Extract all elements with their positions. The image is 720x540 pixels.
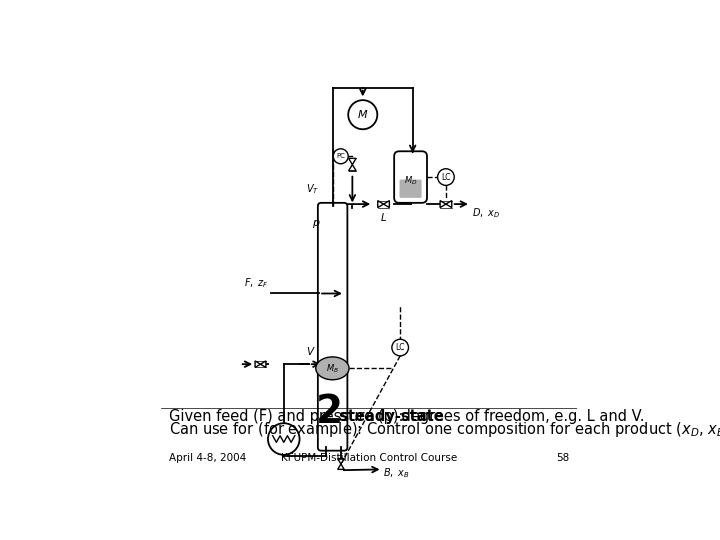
Polygon shape xyxy=(255,361,261,367)
Polygon shape xyxy=(384,200,390,207)
Polygon shape xyxy=(348,158,356,165)
Polygon shape xyxy=(348,165,356,171)
Circle shape xyxy=(392,339,408,356)
Circle shape xyxy=(268,423,300,455)
Text: $M_D$: $M_D$ xyxy=(404,175,418,187)
Circle shape xyxy=(348,100,377,129)
Ellipse shape xyxy=(316,357,349,380)
Text: PC: PC xyxy=(336,153,345,159)
Text: 2: 2 xyxy=(316,393,343,431)
Text: $D,\ x_D$: $D,\ x_D$ xyxy=(472,206,500,220)
Polygon shape xyxy=(446,200,451,207)
FancyBboxPatch shape xyxy=(318,203,347,451)
Polygon shape xyxy=(338,464,344,469)
Circle shape xyxy=(438,168,454,185)
Text: $F,\ z_F$: $F,\ z_F$ xyxy=(244,276,269,290)
Text: p: p xyxy=(312,218,319,228)
Text: degrees of freedom, e.g. L and V.: degrees of freedom, e.g. L and V. xyxy=(397,409,645,424)
Polygon shape xyxy=(440,200,446,207)
Text: Given feed (F) and pressure (p):: Given feed (F) and pressure (p): xyxy=(168,409,408,424)
Text: $B,\ x_B$: $B,\ x_B$ xyxy=(383,466,410,480)
Polygon shape xyxy=(338,458,344,464)
Text: M: M xyxy=(358,110,368,120)
Text: V: V xyxy=(307,347,314,357)
Text: KFUPM-Distillation Control Course: KFUPM-Distillation Control Course xyxy=(281,453,457,463)
Polygon shape xyxy=(378,200,384,207)
FancyBboxPatch shape xyxy=(400,180,422,198)
Text: 58: 58 xyxy=(556,453,570,463)
Text: LC: LC xyxy=(441,173,451,181)
Text: LC: LC xyxy=(395,343,405,352)
Text: $V_T$: $V_T$ xyxy=(306,183,319,197)
Text: $M_B$: $M_B$ xyxy=(326,362,339,375)
Text: steady-state: steady-state xyxy=(333,409,444,424)
Text: Can use for (for example): Control one composition for each product ($x_D$, $x_B: Can use for (for example): Control one c… xyxy=(168,420,720,439)
Polygon shape xyxy=(261,361,266,367)
Text: April 4-8, 2004: April 4-8, 2004 xyxy=(168,453,246,463)
Text: L: L xyxy=(381,213,387,223)
FancyBboxPatch shape xyxy=(394,151,427,203)
Circle shape xyxy=(333,149,348,164)
